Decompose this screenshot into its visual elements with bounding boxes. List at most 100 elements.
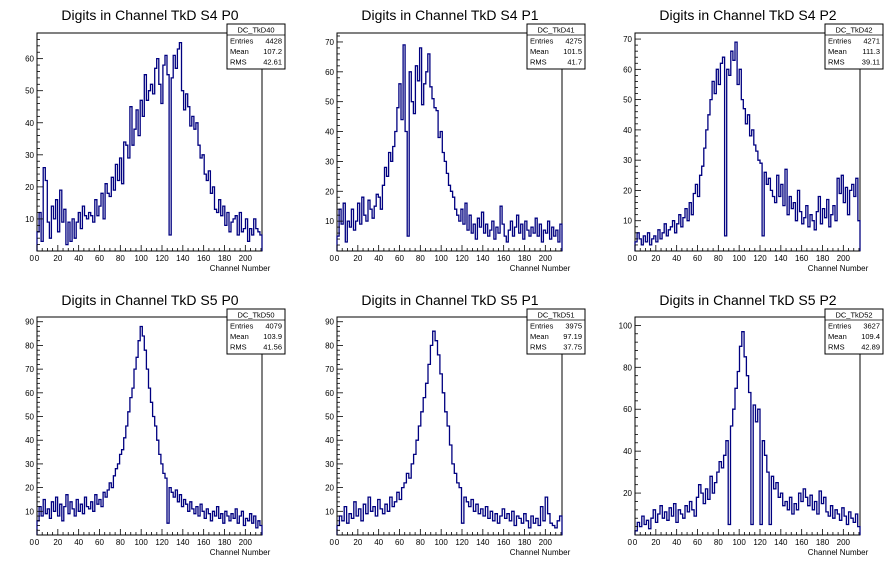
histogram-panel: 0 20 40 60 80 100 120 140 160 180 200 10 20 30 40 50 60 7…: [325, 292, 586, 557]
y-tick-label: 50: [25, 87, 34, 96]
x-tick-label: 40: [74, 538, 83, 547]
y-tick-label: 70: [325, 38, 334, 47]
y-tick-label: 20: [325, 187, 334, 196]
x-tick-label: 160: [497, 538, 511, 547]
y-tick-label: 30: [25, 151, 34, 160]
chart-title: Digits in Channel TkD S5 P0: [61, 292, 238, 308]
x-tick-label: 60: [95, 254, 104, 263]
stats-rms-label: RMS: [230, 343, 247, 352]
stats-entries-value: 4079: [265, 322, 282, 331]
x-tick-label: 100: [134, 538, 148, 547]
y-tick-label: 40: [623, 126, 632, 135]
origin-label: 0: [628, 254, 633, 263]
stats-rms-value: 42.89: [861, 343, 880, 352]
stats-box-frame: [226, 308, 286, 355]
y-tick-label: 40: [623, 447, 632, 456]
x-tick-label: 80: [714, 254, 723, 263]
y-tick-label: 90: [325, 318, 334, 327]
x-tick-label: 100: [134, 254, 148, 263]
y-tick-label: 20: [623, 186, 632, 195]
histogram-line: [634, 331, 861, 535]
x-tick-label: 200: [837, 538, 851, 547]
y-tick-label: 60: [25, 389, 34, 398]
x-tick-label: 60: [693, 538, 702, 547]
y-tick-label: 50: [325, 98, 334, 107]
stats-box-frame: [526, 308, 586, 355]
y-tick-label: 10: [325, 507, 334, 516]
histogram-panel: 0 20 40 60 80 100 120 140 160 180 200 10 20 30 40 50 60 7…: [623, 7, 884, 273]
stats-rms-value: 41.56: [263, 343, 282, 352]
stats-name: DC_TkD51: [537, 311, 574, 320]
x-tick-label: 60: [95, 538, 104, 547]
stats-rms-label: RMS: [230, 58, 247, 67]
x-tick-label: 200: [539, 254, 553, 263]
x-tick-label: 20: [53, 538, 62, 547]
y-tick-label: 20: [25, 183, 34, 192]
stats-entries-value: 3627: [863, 322, 880, 331]
x-tick-label: 40: [374, 254, 383, 263]
x-axis-label: Channel Number: [210, 264, 271, 273]
x-tick-label: 180: [218, 538, 232, 547]
x-tick-label: 140: [176, 538, 190, 547]
y-tick-label: 80: [623, 363, 632, 372]
stats-rms-value: 42.61: [263, 58, 282, 67]
x-tick-label: 40: [74, 254, 83, 263]
histogram-panel: 0 20 40 60 80 100 120 140 160 180 200 10 20 30 40 50 60 7…: [25, 292, 286, 557]
stats-name: DC_TkD42: [835, 26, 872, 35]
stats-box-frame: [824, 308, 884, 355]
x-tick-label: 40: [672, 538, 681, 547]
y-tick-label: 10: [623, 217, 632, 226]
y-tick-label: 20: [623, 489, 632, 498]
histogram-panel: 0 20 40 60 80 100 120 140 160 180 200 20 40 60 80 100 0 C…: [619, 292, 884, 557]
histogram-line: [336, 44, 563, 251]
y-tick-label: 10: [325, 217, 334, 226]
x-tick-label: 0: [633, 254, 638, 263]
stats-mean-label: Mean: [530, 47, 549, 56]
stats-box: DC_TkD51 Entries 3975 Mean 97.19 RMS 37.75: [526, 308, 586, 355]
x-tick-label: 160: [197, 538, 211, 547]
y-tick-label: 20: [325, 484, 334, 493]
stats-mean-value: 101.5: [563, 47, 582, 56]
x-tick-label: 20: [651, 538, 660, 547]
x-tick-label: 140: [774, 538, 788, 547]
x-tick-label: 120: [455, 254, 469, 263]
x-tick-label: 80: [416, 538, 425, 547]
stats-mean-value: 103.9: [263, 332, 282, 341]
y-tick-label: 60: [325, 68, 334, 77]
x-tick-label: 60: [693, 254, 702, 263]
y-tick-label: 60: [623, 405, 632, 414]
origin-label: 0: [330, 254, 335, 263]
stats-entries-label: Entries: [530, 322, 554, 331]
stats-mean-value: 97.19: [563, 332, 582, 341]
stats-box: DC_TkD50 Entries 4079 Mean 103.9 RMS 41.56: [226, 308, 286, 355]
y-tick-label: 30: [325, 460, 334, 469]
histogram-line: [336, 330, 563, 535]
x-tick-label: 120: [155, 254, 169, 263]
stats-rms-value: 41.7: [567, 58, 582, 67]
x-tick-label: 40: [672, 254, 681, 263]
histogram-panel: 0 20 40 60 80 100 120 140 160 180 200 10 20 30 40 50 60 0…: [25, 7, 286, 273]
y-tick-label: 50: [325, 413, 334, 422]
histogram-panel: 0 20 40 60 80 100 120 140 160 180 200 10 20 30 40 50 60 7…: [325, 7, 586, 273]
x-tick-label: 20: [651, 254, 660, 263]
stats-mean-label: Mean: [828, 47, 847, 56]
y-tick-label: 70: [25, 365, 34, 374]
x-tick-label: 120: [155, 538, 169, 547]
x-tick-label: 200: [239, 538, 253, 547]
x-tick-label: 0: [335, 538, 340, 547]
histogram-line: [36, 325, 263, 535]
stats-mean-value: 111.3: [862, 47, 880, 56]
stats-box: DC_TkD41 Entries 4275 Mean 101.5 RMS 41.7: [526, 23, 586, 70]
x-tick-label: 0: [633, 538, 638, 547]
origin-label: 0: [30, 254, 35, 263]
stats-rms-label: RMS: [530, 343, 547, 352]
x-tick-label: 200: [239, 254, 253, 263]
x-axis-label: Channel Number: [510, 264, 571, 273]
y-tick-label: 70: [325, 365, 334, 374]
y-tick-label: 30: [623, 156, 632, 165]
stats-entries-label: Entries: [230, 37, 254, 46]
stats-entries-value: 4428: [265, 37, 282, 46]
x-tick-label: 200: [539, 538, 553, 547]
stats-entries-value: 4271: [863, 37, 880, 46]
stats-box-frame: [226, 23, 286, 70]
